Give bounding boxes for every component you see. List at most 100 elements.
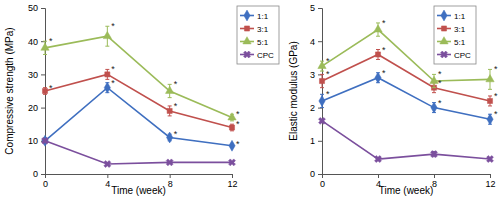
x-tick-mark <box>434 174 435 178</box>
x-tick: 0 <box>43 174 48 189</box>
series-line <box>45 36 232 117</box>
y-tick-mark <box>318 41 322 42</box>
x-tick: 4 <box>105 174 110 189</box>
legend-box <box>237 6 279 64</box>
marker <box>42 88 47 93</box>
significance-mark: * <box>494 64 498 74</box>
y-tick-mark <box>318 141 322 142</box>
y-tick: 50 <box>28 3 45 13</box>
series-line <box>322 30 490 81</box>
marker <box>104 82 110 93</box>
y-tick-mark <box>41 108 45 109</box>
marker <box>373 154 383 164</box>
error-bar <box>376 50 380 60</box>
legend-entry: CPC <box>240 49 274 59</box>
significance-mark: * <box>382 68 386 78</box>
error-bar-line <box>488 96 492 106</box>
marker <box>375 52 380 57</box>
significance-mark: * <box>326 56 330 66</box>
marker <box>40 136 50 146</box>
x-tick-label: 0 <box>43 179 48 189</box>
significance-mark: * <box>111 64 115 74</box>
marker <box>229 140 235 151</box>
x-tick: 8 <box>168 174 173 189</box>
marker <box>318 61 326 68</box>
legend-label: 5:1 <box>257 38 269 47</box>
error-bar <box>105 69 109 79</box>
significance-mark: * <box>49 83 53 93</box>
series-line <box>322 78 490 120</box>
y-axis-title: Elastic modulus (GPa) <box>288 41 299 140</box>
y-tick: 4 <box>310 37 322 47</box>
legend-entry: 5:1 <box>240 37 269 47</box>
legend-entry: 3:1 <box>437 25 466 34</box>
y-tick-label: 2 <box>310 103 315 113</box>
significance-mark: * <box>174 79 178 89</box>
marker <box>164 157 174 167</box>
significance-mark: * <box>49 36 53 46</box>
figure: 0481201020304050Time (week)Compressive s… <box>0 0 500 197</box>
marker <box>167 132 173 143</box>
y-tick-label: 50 <box>28 3 38 13</box>
error-bar <box>320 74 324 87</box>
significance-mark: * <box>236 139 240 149</box>
marker <box>487 114 493 125</box>
marker <box>317 116 327 126</box>
legend-label: 5:1 <box>454 38 466 47</box>
y-tick-label: 1 <box>310 136 315 146</box>
marker <box>429 149 439 159</box>
error-bar-line <box>105 69 109 79</box>
legend-entry: 1:1 <box>240 10 269 21</box>
error-bar-line <box>230 124 234 131</box>
significance-mark: * <box>382 45 386 55</box>
legend-marker <box>440 37 448 44</box>
x-tick-mark <box>378 174 379 178</box>
series-line <box>322 121 490 159</box>
error-bar-line <box>43 88 47 95</box>
marker <box>228 113 236 120</box>
y-axis: 012345 <box>310 3 323 179</box>
significance-mark: * <box>382 18 386 28</box>
marker <box>374 25 382 32</box>
y-tick: 5 <box>310 3 322 13</box>
legend-entry: 5:1 <box>437 37 466 47</box>
marker <box>487 98 492 103</box>
y-tick-mark <box>41 174 45 175</box>
x-tick: 12 <box>485 174 495 189</box>
y-tick-label: 3 <box>310 70 315 80</box>
x-tick-label: 12 <box>227 179 237 189</box>
significance-mark: * <box>494 91 498 101</box>
x-tick: 0 <box>320 174 325 189</box>
chart: 04812012345Time (week)Elastic modulus (G… <box>288 3 498 196</box>
significance-mark: * <box>438 98 442 108</box>
y-tick: 40 <box>28 37 45 47</box>
x-tick-label: 0 <box>320 179 325 189</box>
error-bar <box>168 106 172 116</box>
y-tick-label: 40 <box>28 37 38 47</box>
legend-label: CPC <box>257 51 274 60</box>
y-tick: 1 <box>310 136 322 146</box>
series-line <box>45 88 232 146</box>
y-tick-mark <box>41 8 45 9</box>
y-axis-title: Compressive strength (MPa) <box>4 27 15 154</box>
error-bar-line <box>376 50 380 60</box>
error-bar-line <box>320 74 324 87</box>
legend-entry: CPC <box>437 49 471 59</box>
x-axis-line <box>46 175 233 179</box>
x-tick-label: 12 <box>485 179 495 189</box>
y-tick-label: 4 <box>310 37 315 47</box>
error-bar <box>43 88 47 95</box>
legend-label: 1:1 <box>454 12 466 21</box>
legend-label: 1:1 <box>257 12 269 21</box>
series-line <box>45 141 232 164</box>
annotations: *********** <box>49 21 240 149</box>
marker <box>103 31 111 38</box>
x-tick-mark <box>170 174 171 178</box>
marker <box>375 72 381 83</box>
x-axis-title: Time (week) <box>111 185 166 196</box>
plot-area <box>40 26 237 169</box>
error-bar-line <box>168 106 172 116</box>
x-tick-mark <box>232 174 233 178</box>
legend-label: CPC <box>454 51 471 60</box>
legend-marker <box>243 37 251 44</box>
